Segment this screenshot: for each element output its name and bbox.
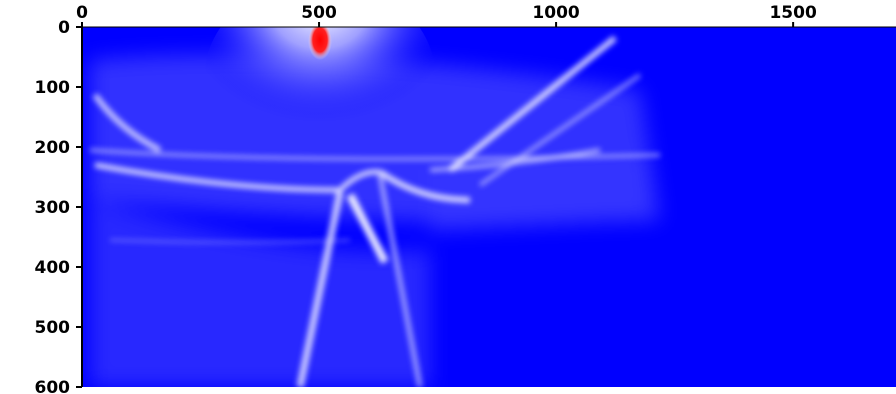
y-tick-label: 200 xyxy=(35,138,71,158)
y-tick-label: 600 xyxy=(35,378,71,394)
y-tick-label: 300 xyxy=(35,198,71,218)
wavefield xyxy=(82,0,896,387)
x-tick-label: 1000 xyxy=(532,3,579,23)
y-tick-label: 100 xyxy=(35,78,71,98)
chart: 0 500 1000 1500 0 100 200 300 400 500 600 xyxy=(0,0,896,394)
x-tick-label: 500 xyxy=(301,3,337,23)
source xyxy=(308,24,332,64)
x-tick-label: 0 xyxy=(76,3,88,23)
y-tick-label: 400 xyxy=(35,258,71,278)
y-tick-label: 0 xyxy=(58,18,70,38)
x-tick-label: 1500 xyxy=(769,3,816,23)
y-tick-label: 500 xyxy=(35,318,71,338)
